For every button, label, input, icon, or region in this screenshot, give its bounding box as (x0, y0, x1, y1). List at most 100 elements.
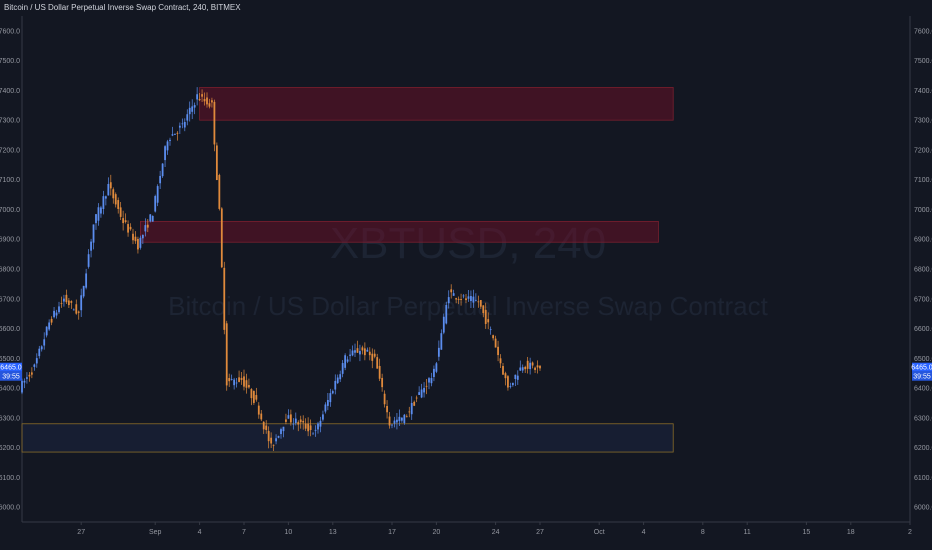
candle-body (359, 351, 361, 355)
candle-body (149, 214, 152, 222)
candle-body (75, 304, 78, 314)
candle-body (302, 420, 305, 423)
x-tick-label: 4 (642, 529, 646, 536)
candle-body (492, 335, 495, 339)
candle-body (178, 125, 181, 128)
candle-body (206, 97, 208, 105)
candle-body (104, 196, 107, 199)
candle-body (159, 175, 162, 184)
candle-body (472, 296, 475, 303)
candle-body (519, 367, 522, 371)
candle-body (470, 296, 472, 302)
x-tick-label: 27 (536, 529, 544, 536)
candle-body (82, 285, 85, 297)
candle-body (272, 444, 275, 446)
candles (21, 87, 541, 451)
candle-body (28, 374, 31, 377)
support-zone[interactable] (21, 423, 674, 453)
candle-body (250, 389, 253, 399)
x-tick-label: 27 (77, 529, 85, 536)
candle-body (398, 416, 401, 422)
candle-body (405, 416, 408, 418)
candle-body (502, 366, 504, 375)
candle-body (220, 208, 223, 268)
candle-body (440, 333, 443, 350)
candle-body (511, 382, 514, 386)
candle-body (154, 196, 157, 212)
candle-body (132, 233, 134, 241)
candle-body (322, 414, 324, 420)
time-scale[interactable]: 27 Sep 4 7 10 13 17 20 24 27 Oct 4 8 11 15 18 2 (77, 522, 912, 536)
candle-body (70, 301, 73, 303)
candle-body (339, 374, 342, 380)
candle-body (386, 405, 388, 413)
resistance-zone-upper[interactable] (199, 87, 674, 121)
candle-body (363, 348, 366, 356)
candle-body (349, 354, 351, 356)
left-price-scale[interactable]: 6000.0 6100.0 6200.0 6300.0 6400.0 6500.0 6600… (0, 28, 20, 511)
candle-body (40, 346, 43, 350)
candle-body (245, 380, 248, 388)
candle-body (425, 385, 428, 387)
candle-body (526, 360, 529, 369)
y-tick-label-left: 6300.0 (0, 415, 20, 422)
y-tick-label-right: 6500.0 (914, 356, 932, 363)
resistance-zone-lower[interactable] (139, 220, 659, 243)
candle-body (521, 367, 524, 371)
candle-body (477, 301, 480, 303)
candle-body (334, 380, 337, 390)
candle-body (361, 347, 364, 351)
candle-body (107, 183, 110, 196)
candle-body (144, 225, 147, 232)
last-price-badge (912, 362, 932, 372)
x-tick-label: 2 (908, 529, 912, 536)
candle-body (445, 304, 448, 324)
candle-body (479, 300, 482, 307)
countdown-text: 39:55 (913, 374, 931, 381)
candle-body (487, 319, 490, 323)
candle-body (433, 368, 435, 377)
candle-body (482, 305, 485, 314)
y-tick-label-right: 6200.0 (914, 445, 932, 452)
candle-body (248, 385, 250, 388)
candle-body (262, 421, 265, 430)
y-tick-label-left: 6600.0 (0, 326, 20, 333)
watermark-symbol: XBTUSD, 240 (330, 219, 606, 268)
y-tick-label-left: 7500.0 (0, 58, 20, 65)
candle-body (329, 393, 332, 403)
candle-body (97, 207, 100, 221)
candle-body (413, 401, 416, 406)
candle-body (408, 411, 411, 413)
x-tick-label: 13 (329, 529, 337, 536)
candle-body (497, 346, 499, 356)
candle-body (393, 420, 396, 424)
y-tick-label-right: 6900.0 (914, 237, 932, 244)
candle-body (265, 425, 268, 430)
candle-body (319, 420, 322, 427)
y-tick-label-right: 6600.0 (914, 326, 932, 333)
candle-body (218, 175, 221, 209)
candle-body (455, 298, 458, 300)
y-tick-label-right: 7600.0 (914, 28, 932, 35)
candle-body (77, 311, 80, 313)
candle-body (509, 386, 512, 387)
candle-body (201, 94, 203, 97)
candle-body (410, 403, 413, 415)
candle-body (146, 224, 149, 228)
right-price-scale[interactable]: 6000.0 6100.0 6200.0 6300.0 6400.0 6500.0 6600… (914, 28, 932, 511)
candle-body (50, 318, 53, 323)
countdown-badge (0, 371, 22, 381)
candle-body (277, 436, 280, 438)
candle-body (457, 299, 460, 300)
candle-body (181, 123, 184, 125)
candle-body (213, 101, 216, 145)
candle-body (299, 419, 302, 423)
candle-body (26, 377, 28, 379)
candle-body (117, 200, 120, 209)
candle-body (215, 145, 218, 181)
candle-body (467, 296, 470, 299)
candle-body (428, 378, 430, 383)
zones[interactable] (21, 87, 674, 453)
candle-body (289, 414, 292, 423)
